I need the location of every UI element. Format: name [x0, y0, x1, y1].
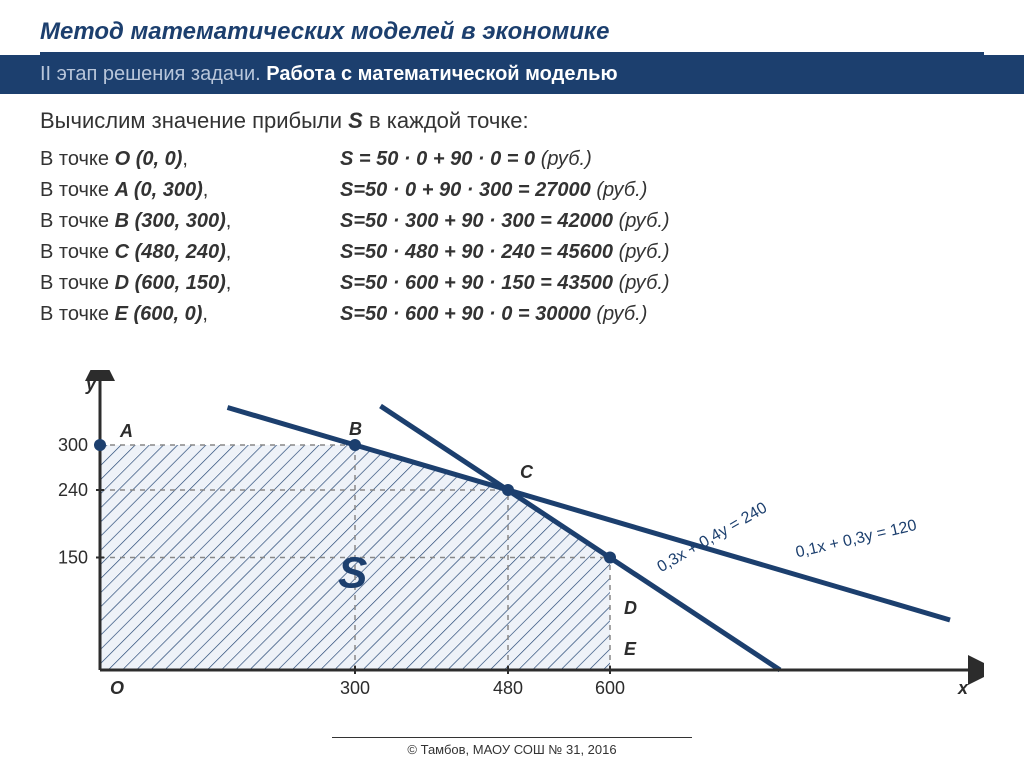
svg-text:S: S	[338, 549, 367, 598]
svg-text:0,1x + 0,3y = 120: 0,1x + 0,3y = 120	[794, 517, 918, 561]
subtitle-bar: II этап решения задачи. Работа с математ…	[0, 55, 1024, 94]
calc-point: В точке E (600, 0),	[40, 299, 340, 330]
svg-text:600: 600	[595, 678, 625, 698]
calc-point: В точке O (0, 0),	[40, 144, 340, 175]
calc-equation: S=50 · 0 + 90 · 300 = 27000 (руб.)	[340, 175, 984, 206]
svg-text:240: 240	[58, 480, 88, 500]
svg-text:A: A	[119, 421, 133, 441]
svg-text:300: 300	[340, 678, 370, 698]
calc-row: В точке D (600, 150),S=50 · 600 + 90 · 1…	[40, 268, 984, 299]
svg-text:O: O	[110, 678, 124, 698]
calc-row: В точке A (0, 300),S=50 · 0 + 90 · 300 =…	[40, 175, 984, 206]
calc-equation: S=50 · 600 + 90 · 0 = 30000 (руб.)	[340, 299, 984, 330]
svg-text:D: D	[624, 598, 637, 618]
svg-text:y: y	[85, 374, 97, 394]
feasible-region-chart: 300 480 600 150 240 300 y x S O A B C D E 0,1x + 0,3y =…	[40, 370, 984, 710]
svg-text:B: B	[349, 419, 362, 439]
calc-row: В точке B (300, 300),S=50 · 300 + 90 · 3…	[40, 206, 984, 237]
intro-var: S	[348, 108, 363, 133]
svg-text:480: 480	[493, 678, 523, 698]
calc-equation: S=50 · 600 + 90 · 150 = 43500 (руб.)	[340, 268, 984, 299]
chart-container: 300 480 600 150 240 300 y x S O A B C D E 0,1x + 0,3y =…	[40, 370, 984, 730]
calc-row: В точке C (480, 240),S=50 · 480 + 90 · 2…	[40, 237, 984, 268]
subtitle-phase: II этап решения задачи.	[40, 63, 266, 85]
svg-text:300: 300	[58, 435, 88, 455]
svg-text:E: E	[624, 639, 637, 659]
page-title: Метод математических моделей в экономике	[0, 0, 1024, 52]
calc-point: В точке B (300, 300),	[40, 206, 340, 237]
svg-text:x: x	[957, 678, 969, 698]
calc-equation: S = 50 · 0 + 90 · 0 = 0 (руб.)	[340, 144, 984, 175]
subtitle-main: Работа с математической моделью	[266, 63, 617, 85]
calculation-table: В точке O (0, 0),S = 50 · 0 + 90 · 0 = 0…	[0, 144, 1024, 330]
intro-suffix: в каждой точке:	[363, 108, 529, 133]
footer: © Тамбов, МАОУ СОШ № 31, 2016	[0, 737, 1024, 757]
svg-text:150: 150	[58, 548, 88, 568]
calc-equation: S=50 · 480 + 90 · 240 = 45600 (руб.)	[340, 237, 984, 268]
intro-prefix: Вычислим значение прибыли	[40, 108, 348, 133]
svg-text:C: C	[520, 462, 534, 482]
footer-text: © Тамбов, МАОУ СОШ № 31, 2016	[407, 742, 616, 757]
calc-point: В точке D (600, 150),	[40, 268, 340, 299]
calc-point: В точке A (0, 300),	[40, 175, 340, 206]
intro-text: Вычислим значение прибыли S в каждой точ…	[0, 94, 1024, 144]
calc-row: В точке E (600, 0),S=50 · 600 + 90 · 0 =…	[40, 299, 984, 330]
calc-point: В точке C (480, 240),	[40, 237, 340, 268]
footer-divider	[332, 737, 692, 738]
calc-equation: S=50 · 300 + 90 · 300 = 42000 (руб.)	[340, 206, 984, 237]
calc-row: В точке O (0, 0),S = 50 · 0 + 90 · 0 = 0…	[40, 144, 984, 175]
